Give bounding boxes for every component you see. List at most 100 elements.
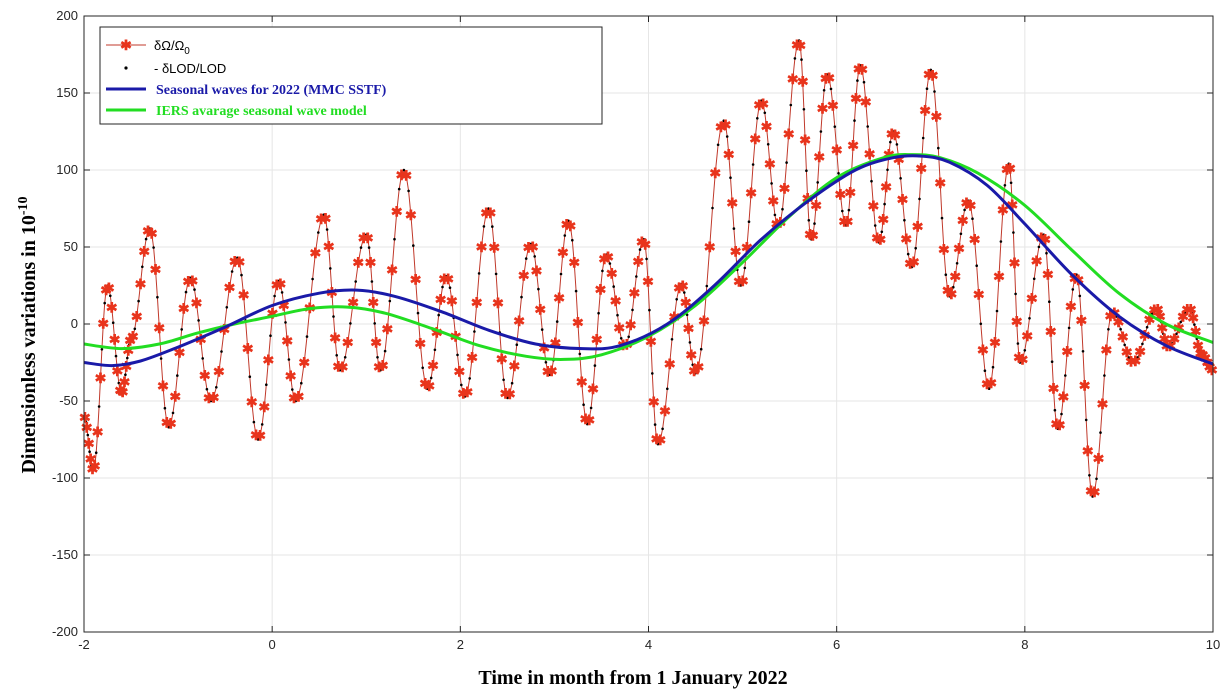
- lod-point: [987, 387, 991, 391]
- lod-point: [747, 220, 751, 223]
- lod-point: [252, 420, 256, 424]
- delta-omega-marker: ✱: [83, 435, 95, 451]
- series-mmc-sstf-line: [83, 154, 1214, 368]
- delta-omega-marker: ✱: [242, 341, 254, 357]
- axes: -2 0 2 4 6 8 10 -200 -150 -100 -50 0 50 100 150 200: [52, 8, 1220, 652]
- lod-point: [921, 136, 925, 140]
- lod-point: [156, 295, 159, 299]
- lod-point: [193, 288, 196, 291]
- series-delta-omega-line: [83, 39, 1214, 498]
- lod-point: [826, 73, 829, 76]
- lod-point: [1071, 288, 1075, 291]
- lod-point: [983, 369, 987, 373]
- delta-omega-marker: ✱: [117, 384, 129, 400]
- delta-omega-marker: ✱: [258, 399, 270, 415]
- lod-point: [343, 356, 347, 359]
- lod-point: [694, 372, 697, 375]
- delta-omega-marker: ✱: [685, 347, 697, 363]
- delta-omega-marker: ✱: [957, 213, 969, 229]
- lod-point: [967, 199, 970, 203]
- lod-point: [914, 246, 917, 250]
- delta-omega-marker: ✱: [427, 358, 439, 374]
- delta-omega-marker: ✱: [553, 290, 565, 306]
- lod-point: [683, 291, 686, 294]
- lod-point: [515, 343, 519, 347]
- lod-point: [925, 87, 929, 90]
- delta-omega-marker: ✱: [127, 329, 139, 345]
- delta-omega-marker: ✱: [749, 131, 761, 147]
- delta-omega-marker: ✱: [153, 320, 165, 336]
- lod-point: [548, 373, 551, 377]
- legend-entry-iers: IERS avarage seasonal wave model: [106, 104, 367, 119]
- lod-point: [688, 341, 692, 344]
- delta-omega-marker: ✱: [1117, 329, 1129, 345]
- delta-omega-marker: ✱: [1206, 362, 1218, 378]
- lod-point: [559, 272, 563, 276]
- delta-omega-marker: ✱: [165, 416, 177, 432]
- delta-omega-marker: ✱: [538, 340, 550, 356]
- delta-omega-marker: ✱: [576, 374, 588, 390]
- lod-point: [152, 246, 155, 249]
- lod-point: [612, 285, 615, 288]
- delta-omega-marker: ✱: [985, 375, 997, 391]
- lod-point: [732, 227, 736, 230]
- lod-point: [1193, 323, 1196, 326]
- delta-omega-marker: ✱: [613, 320, 625, 336]
- delta-omega-marker: ✱: [1076, 312, 1088, 328]
- delta-omega-marker: ✱: [733, 274, 745, 290]
- lod-point: [256, 438, 260, 441]
- delta-omega-marker: ✱: [1051, 416, 1063, 432]
- lod-point: [797, 39, 801, 42]
- delta-omega-marker: ✱: [654, 432, 666, 448]
- delta-omega-marker: ✱: [715, 119, 727, 135]
- lod-point: [955, 262, 959, 265]
- lod-point: [856, 79, 859, 82]
- lod-point: [159, 357, 163, 360]
- lod-point: [491, 225, 494, 228]
- lod-point: [1067, 326, 1071, 330]
- lod-point: [666, 387, 669, 391]
- lod-point: [111, 321, 115, 325]
- lod-point: [829, 87, 833, 91]
- lod-point: [1207, 363, 1210, 367]
- delta-omega-marker: ✱: [1130, 353, 1142, 369]
- lod-point: [567, 219, 570, 223]
- delta-omega-marker: ✱: [178, 301, 190, 317]
- delta-omega-marker: ✱: [442, 271, 454, 287]
- lod-point: [858, 64, 862, 67]
- lod-point: [1119, 327, 1122, 331]
- delta-omega-marker: ✱: [386, 262, 398, 278]
- lod-point: [167, 425, 170, 429]
- delta-omega-marker: ✱: [1187, 310, 1199, 326]
- lod-point: [770, 182, 773, 185]
- delta-omega-marker: ✱: [337, 359, 349, 375]
- delta-omega-marker: ✱: [1168, 331, 1180, 347]
- delta-omega-marker: ✱: [124, 333, 136, 349]
- lod-point: [520, 295, 523, 299]
- legend-label-delta-omega-sub: 0: [184, 46, 190, 57]
- lod-point: [1078, 294, 1082, 298]
- delta-omega-marker: ✱: [120, 358, 132, 374]
- delta-omega-marker: ✱: [973, 287, 985, 303]
- lod-point: [248, 375, 252, 379]
- lod-point: [322, 213, 326, 216]
- lod-point: [407, 189, 410, 193]
- delta-omega-marker: ✱: [1125, 353, 1137, 369]
- delta-omega-marker: ✱: [823, 70, 835, 86]
- delta-omega-marker: ✱: [1185, 302, 1197, 318]
- delta-omega-marker: ✱: [1181, 302, 1193, 318]
- y-tick-label: 0: [71, 316, 78, 331]
- delta-omega-marker: ✱: [119, 374, 131, 390]
- lod-point: [1007, 162, 1011, 166]
- delta-omega-marker: ✱: [199, 368, 211, 384]
- delta-omega-marker: ✱: [709, 165, 721, 181]
- lod-point: [370, 280, 374, 283]
- lod-point: [638, 248, 642, 251]
- lod-point: [412, 244, 415, 247]
- lod-point: [205, 387, 209, 391]
- delta-omega-marker: ✱: [87, 461, 99, 477]
- lod-point: [604, 253, 608, 256]
- lod-point: [120, 392, 123, 395]
- delta-omega-marker: ✱: [1045, 324, 1057, 340]
- lod-point: [1155, 307, 1158, 310]
